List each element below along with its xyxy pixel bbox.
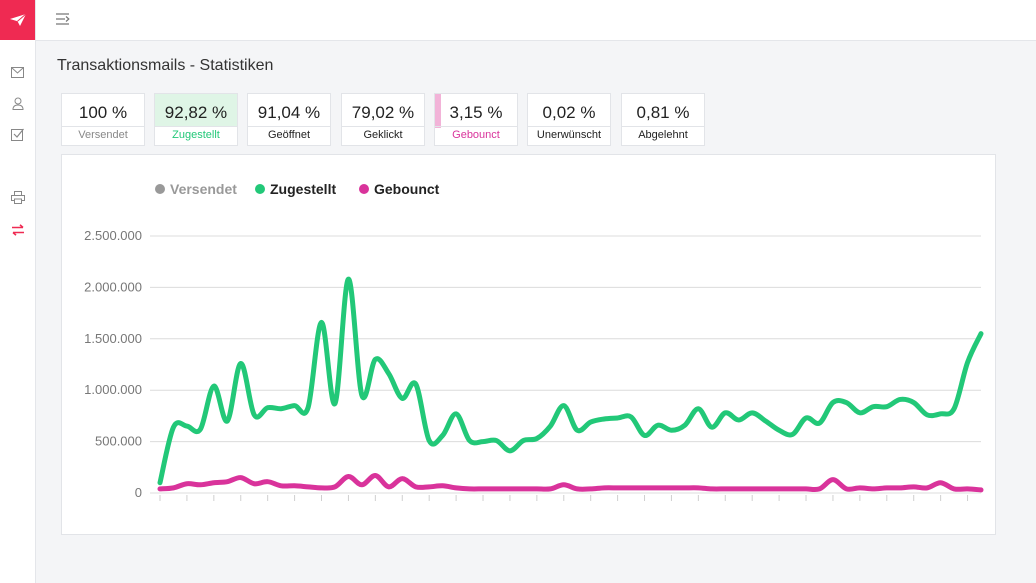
sidebar xyxy=(0,0,36,583)
stat-value: 100 % xyxy=(78,103,128,122)
mail-icon[interactable] xyxy=(9,64,26,81)
stat-label: Geklickt xyxy=(342,126,424,145)
legend-marker xyxy=(155,184,165,194)
y-tick-label: 2.000.000 xyxy=(84,279,142,294)
y-tick-label: 1.000.000 xyxy=(84,382,142,397)
stat-label: Unerwünscht xyxy=(528,126,610,145)
legend-marker xyxy=(255,184,265,194)
y-tick-label: 0 xyxy=(135,485,142,500)
stat-value: 0,02 % xyxy=(542,103,596,122)
y-tick-label: 2.500.000 xyxy=(84,228,142,243)
stat-label: Gebounct xyxy=(435,126,517,145)
stat-card-geoeffnet[interactable]: 91,04 % Geöffnet xyxy=(247,93,331,146)
series-line-gebounct xyxy=(157,473,984,493)
stat-card-geklickt[interactable]: 79,02 % Geklickt xyxy=(341,93,425,146)
stat-value: 91,04 % xyxy=(257,103,321,122)
y-tick-label: 500.000 xyxy=(95,434,142,449)
paper-plane-icon xyxy=(9,13,26,26)
stat-label: Geöffnet xyxy=(248,126,330,145)
stat-card-gebounct[interactable]: 3,15 % Gebounct xyxy=(434,93,518,146)
user-icon[interactable] xyxy=(9,95,26,112)
menu-toggle-icon[interactable] xyxy=(55,11,73,29)
chart-panel: 0 500.000 1.000.000 1.500.000 2.000.000 2.500… xyxy=(61,154,996,535)
stat-value: 3,15 % xyxy=(449,103,503,122)
stat-card-abgelehnt[interactable]: 0,81 % Abgelehnt xyxy=(621,93,705,146)
stat-label: Abgelehnt xyxy=(622,126,704,145)
top-bar xyxy=(36,0,1036,41)
logo[interactable] xyxy=(0,0,35,40)
stat-value: 79,02 % xyxy=(351,103,415,122)
selection-indicator xyxy=(435,94,441,128)
stat-label: Versendet xyxy=(62,126,144,145)
stat-card-zugestellt[interactable]: 92,82 % Zugestellt xyxy=(154,93,238,146)
stat-value: 92,82 % xyxy=(164,103,228,122)
line-chart: 0 500.000 1.000.000 1.500.000 2.000.000 2.500… xyxy=(84,181,984,501)
legend-marker xyxy=(359,184,369,194)
transfer-icon[interactable] xyxy=(9,221,26,238)
checkbox-icon[interactable] xyxy=(9,126,26,143)
legend-label: Zugestellt xyxy=(270,181,336,197)
page-title: Transaktionsmails - Statistiken xyxy=(57,57,274,74)
legend-label: Versendet xyxy=(170,181,237,197)
series-line-zugestellt xyxy=(157,276,984,486)
stat-value: 0,81 % xyxy=(636,103,690,122)
y-tick-label: 1.500.000 xyxy=(84,331,142,346)
stat-card-unerwuenscht[interactable]: 0,02 % Unerwünscht xyxy=(527,93,611,146)
legend-label: Gebounct xyxy=(374,181,440,197)
stat-card-versendet[interactable]: 100 % Versendet xyxy=(61,93,145,146)
printer-icon[interactable] xyxy=(9,189,26,206)
stat-label: Zugestellt xyxy=(155,126,237,145)
